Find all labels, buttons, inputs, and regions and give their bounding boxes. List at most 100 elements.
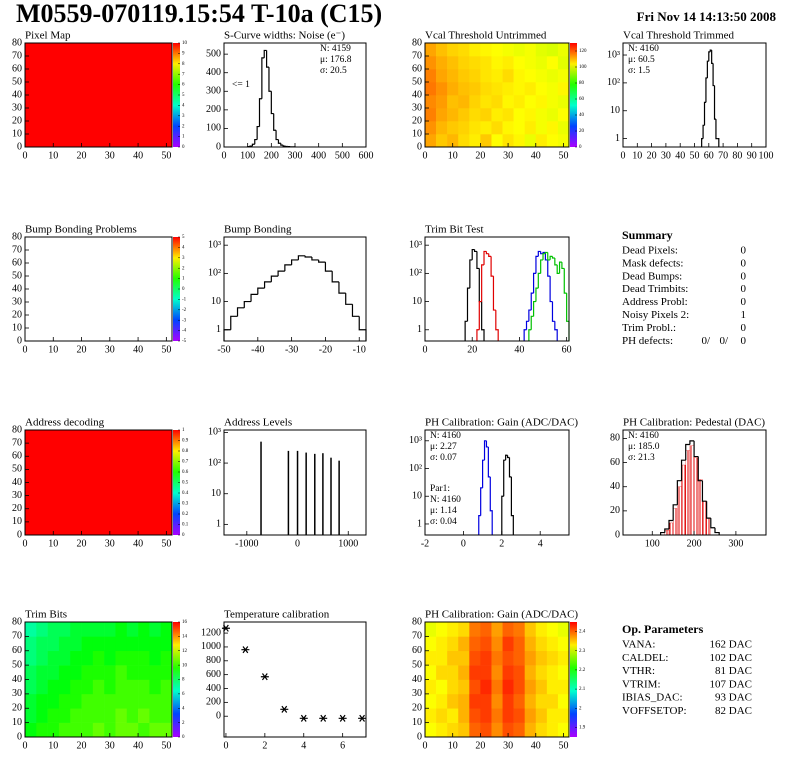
histogram-bin [668,522,674,536]
y-tick-label: 20 [12,503,22,514]
x-tick-label: 200 [687,538,702,549]
y-tick-label: 10³ [208,239,221,250]
histogram-bin [263,49,267,58]
histogram-bin [275,130,279,141]
heatmap-cell [149,636,161,652]
x-tick-label: 0 [23,150,28,161]
y-tick-label: 800 [206,655,221,666]
heatmap-cell [115,679,128,695]
heatmap-cell [513,722,525,738]
heatmap-cell [458,665,470,680]
y-tick-label: 60 [412,63,422,74]
heatmap-cell [458,636,470,652]
heatmap-cell [502,636,514,652]
heatmap-cell [36,679,48,695]
histogram-bin [304,255,312,258]
heatmap-cell [92,665,105,680]
heatmap-cell [81,722,94,738]
x-tick-label: 40 [531,740,541,751]
heatmap-cell [436,82,448,96]
y-tick-label: 10³ [208,427,221,438]
histogram-bin [481,301,485,341]
histogram-bin [676,480,682,505]
heatmap-cell [469,43,481,57]
histogram-bin [715,119,718,140]
heatmap-cell [480,95,492,109]
heatmap-cell [25,665,37,680]
x-tick-label: 10 [48,740,58,751]
heatmap-cell [126,622,139,637]
histogram-bin [672,504,678,521]
heatmap-cell [546,622,559,637]
heatmap-cell [469,679,481,695]
x-tick-label: 50 [690,150,700,161]
heatmap-cell [436,636,448,652]
x-tick-label: 2 [262,740,267,751]
heatmap-cell [70,708,82,723]
heatmap-cell [557,108,570,122]
heatmap-cell [513,134,525,148]
stat-line: μ: 1.14 [430,506,457,516]
y-tick-label: 0 [17,335,22,346]
panel-title: PH Calibration: Pedestal (DAC) [623,417,765,429]
heatmap-cell [524,693,537,709]
row-value: 0 [741,270,747,282]
y-tick-label: 10 [211,296,221,307]
heatmap-cell [81,693,94,709]
histogram-bin [485,440,489,448]
heatmap-cell [36,636,48,652]
heatmap-cell [469,665,481,680]
y-tick-label: 1 [216,324,221,335]
heatmap-cell [535,622,548,637]
colorbar-label: 0.5 [182,481,189,486]
row-value: 1 [741,309,747,321]
colorbar [173,43,180,147]
colorbar-label: 40 [579,113,585,118]
heatmap-cell [480,108,492,122]
heatmap-cell [469,622,481,637]
y-tick-label: 10 [12,516,22,527]
histogram-bin [537,250,541,257]
heatmap-cell [425,134,437,148]
y-tick-label: 0 [216,711,221,722]
heatmap-cell [160,693,173,709]
histogram-bin [338,281,346,294]
panel-title: Address decoding [25,417,105,429]
histogram-bin [525,320,529,330]
heatmap-cell [447,636,459,652]
heatmap-cell [535,693,548,709]
block-title: Op. Parameters [622,622,704,636]
x-tick-label: 50 [161,344,171,355]
histogram-bin [561,262,565,270]
heatmap-cell [480,679,492,695]
x-tick-label: 30 [661,150,671,161]
stat-line: μ: 60.5 [628,55,655,65]
star-marker [241,646,250,654]
row-label: Noisy Pixels 2: [622,309,689,321]
histogram-bin [358,316,367,341]
heatmap-cell [546,95,559,109]
colorbar-label: 14 [182,635,188,640]
heatmap-cell [447,43,459,57]
y-tick-label: 10³ [607,49,620,60]
heatmap-cell [425,622,437,637]
y-tick-label: 200 [206,697,221,708]
heatmap-cell [425,43,437,57]
colorbar-label: 2.2 [579,668,586,673]
x-tick-label: 20 [475,740,485,751]
heatmap-cell [436,69,448,83]
y-tick-label: 0 [417,141,422,152]
heatmap-cell [58,665,71,680]
histogram-bin [551,256,555,259]
histogram-bin [464,320,468,341]
heatmap-cell [36,722,48,738]
colorbar-label: 7 [182,72,185,77]
y-tick-label: 10² [607,77,620,88]
heatmap-cell [425,679,437,695]
heatmap-cell [469,708,481,723]
heatmap-cell [104,693,116,709]
heatmap-cell [47,693,60,709]
x-tick-label: 30 [105,150,115,161]
y-tick-label: 0 [17,529,22,540]
heatmap-cell [126,708,139,723]
